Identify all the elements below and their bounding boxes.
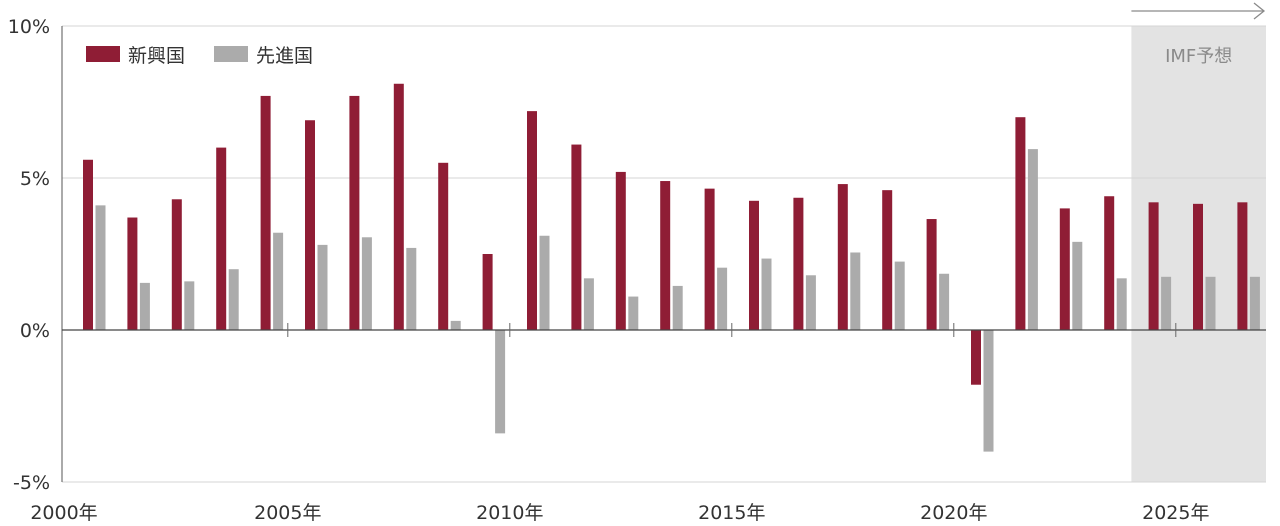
bar-emerging — [1148, 202, 1159, 330]
bar-emerging — [216, 147, 227, 330]
legend-swatch-emerging — [86, 46, 120, 62]
legend-label-emerging: 新興国 — [128, 45, 185, 67]
bar-emerging — [571, 144, 582, 330]
bar-emerging — [349, 95, 360, 330]
legend: 新興国 先進国 — [86, 45, 313, 67]
bar-advanced — [406, 247, 417, 330]
bars — [83, 83, 1260, 452]
y-tick-label: -5% — [13, 472, 50, 494]
bar-advanced — [1161, 276, 1172, 330]
bar-advanced — [317, 244, 328, 330]
bar-emerging — [971, 330, 981, 385]
bar-emerging — [1015, 117, 1026, 330]
bar-advanced — [1072, 241, 1083, 330]
bar-emerging — [305, 120, 315, 331]
bar-advanced — [228, 269, 239, 330]
bar-advanced — [628, 296, 639, 330]
forecast-arrowhead — [1253, 2, 1266, 20]
bar-advanced — [983, 330, 994, 452]
y-tick-label: 10% — [8, 16, 50, 38]
bar-advanced — [850, 252, 861, 330]
bar-emerging — [1059, 208, 1070, 330]
bar-advanced — [1116, 278, 1127, 330]
bar-advanced — [1249, 276, 1260, 330]
x-tick-label: 2005年 — [254, 502, 321, 524]
bar-emerging — [1193, 203, 1203, 330]
bar-emerging — [482, 254, 493, 330]
y-tick-label: 5% — [20, 168, 50, 190]
bar-emerging — [704, 188, 715, 330]
bar-emerging — [882, 190, 893, 330]
x-tick-label: 2015年 — [698, 502, 765, 524]
bar-advanced — [1027, 149, 1038, 330]
bar-advanced — [761, 258, 772, 330]
bar-emerging — [615, 171, 626, 330]
bar-advanced — [672, 285, 683, 330]
bar-emerging — [1237, 202, 1248, 330]
bar-advanced — [539, 235, 550, 330]
legend-swatch-advanced — [214, 46, 248, 62]
bar-advanced — [583, 278, 594, 330]
bar-advanced — [361, 237, 372, 330]
bar-emerging — [749, 200, 759, 330]
legend-label-advanced: 先進国 — [256, 45, 313, 67]
bar-advanced — [805, 275, 816, 330]
bar-emerging — [793, 197, 804, 330]
bar-advanced — [273, 232, 284, 330]
bar-advanced — [450, 320, 461, 330]
bar-emerging — [127, 217, 138, 330]
bar-emerging — [393, 83, 404, 330]
x-tick-label: 2020年 — [920, 502, 987, 524]
x-tick-label: 2025年 — [1142, 502, 1209, 524]
bar-emerging — [171, 199, 182, 330]
bar-advanced — [139, 282, 150, 330]
y-tick-label: 0% — [20, 320, 50, 342]
bar-emerging — [837, 184, 848, 330]
bar-emerging — [260, 95, 271, 330]
bar-advanced — [495, 330, 506, 434]
x-tick-label: 2010年 — [476, 502, 543, 524]
axes: 10% 5% 0% -5% 2000年 2005年 2010年 2015年 2020年 2025年 — [8, 16, 1266, 524]
bar-advanced — [717, 267, 728, 330]
x-tick-label: 2000年 — [30, 502, 97, 524]
bar-emerging — [83, 159, 93, 330]
bar-advanced — [1205, 276, 1216, 330]
bar-emerging — [660, 181, 671, 330]
forecast-label: IMF予想 — [1165, 46, 1232, 67]
bar-advanced — [95, 205, 106, 330]
bar-emerging — [527, 111, 537, 331]
bar-advanced — [894, 261, 905, 330]
bar-emerging — [1104, 196, 1115, 330]
bar-advanced — [184, 281, 195, 330]
bar-advanced — [939, 273, 950, 330]
bar-emerging — [926, 219, 937, 330]
bar-emerging — [438, 162, 449, 330]
